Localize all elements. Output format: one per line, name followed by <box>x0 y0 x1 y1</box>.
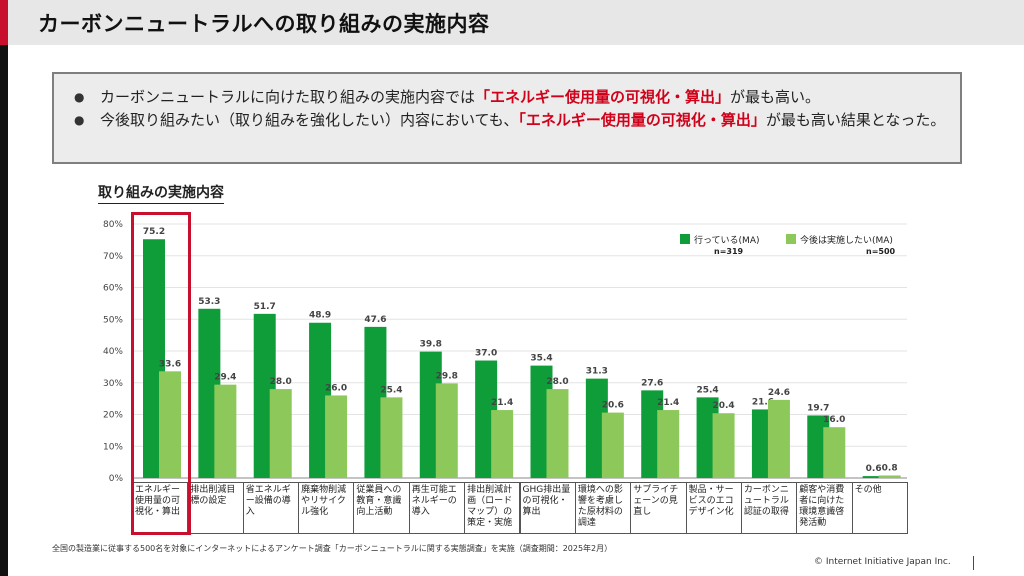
bar-future <box>435 383 458 478</box>
data-label-future: 0.8 <box>882 463 898 473</box>
category-label: その他 <box>851 482 908 534</box>
bar-future <box>712 413 735 478</box>
data-label-future: 20.6 <box>602 401 624 411</box>
data-label-future: 33.6 <box>159 359 181 369</box>
bar-future <box>657 410 680 478</box>
bar-future <box>767 399 790 478</box>
bullet-1-text: カーボンニュートラルに向けた取り組みの実施内容では <box>100 88 476 106</box>
category-label: 排出削減計画（ロードマップ）の策定・実施 <box>464 482 521 534</box>
data-label-future: 21.4 <box>491 398 513 408</box>
category-label-row: エネルギー使用量の可視化・算出 排出削減目標の設定 省エネルギー設備の導入 廃棄物削減… <box>132 482 908 534</box>
data-label-doing: 53.3 <box>198 297 220 307</box>
legend-n-doing: n=319 <box>714 247 744 256</box>
category-label: 排出削減目標の設定 <box>187 482 244 534</box>
data-label-future: 24.6 <box>768 388 790 398</box>
data-label-future: 21.4 <box>657 398 679 408</box>
data-label-doing: 51.7 <box>254 302 276 312</box>
page-title: カーボンニュートラルへの取り組みの実施内容 <box>38 12 490 36</box>
legend-item-future: 今後は実施したい(MA) <box>786 233 893 246</box>
category-label: 環境への影響を考慮した原材料の調達 <box>574 482 632 534</box>
y-tick-label: 50% <box>103 315 123 325</box>
chart-title: 取り組みの実施内容 <box>98 182 224 204</box>
category-label: 廃棄物削減やリサイクル強化 <box>298 482 355 534</box>
legend-swatch-doing <box>680 234 690 244</box>
data-label-doing: 31.3 <box>586 367 608 377</box>
bar-future <box>269 389 292 478</box>
bullet-2-text: 今後取り組みたい（取り組みを強化したい）内容においても、 <box>100 111 519 129</box>
bullet-2-highlight: 「エネルギー使用量の可視化・算出」 <box>518 111 766 129</box>
bar-future <box>214 384 237 478</box>
legend-swatch-future <box>786 234 796 244</box>
data-label-future: 28.0 <box>546 377 568 387</box>
data-label-doing: 35.4 <box>530 354 552 364</box>
y-tick-label: 0% <box>109 474 124 484</box>
copyright: © Internet Initiative Japan Inc. <box>814 557 951 567</box>
bullet-1-end: が最も高い。 <box>730 88 821 106</box>
data-label-doing: 37.0 <box>475 349 497 359</box>
summary-bullet-2: 今後取り組みたい（取り組みを強化したい）内容においても、「エネルギー使用量の可視… <box>74 109 960 132</box>
data-label-doing: 25.4 <box>696 385 718 395</box>
legend-label-future: 今後は実施したい(MA) <box>800 236 893 246</box>
bar-future <box>491 410 514 478</box>
footnote: 全国の製造業に従事する500名を対象にインターネットによるアンケート調査「カーボ… <box>52 544 613 553</box>
category-label: 再生可能エネルギーの導入 <box>408 482 466 534</box>
legend-item-doing: 行っている(MA) <box>680 233 760 246</box>
category-label: GHG排出量の可視化・算出 <box>519 482 576 534</box>
y-tick-label: 20% <box>103 411 123 421</box>
bar-future <box>159 371 181 478</box>
data-label-future: 29.8 <box>436 371 458 381</box>
y-tick-label: 10% <box>103 442 123 452</box>
page-divider <box>973 556 974 570</box>
y-tick-label: 30% <box>103 379 123 389</box>
bar-future <box>823 427 846 478</box>
data-label-future: 20.4 <box>712 401 734 411</box>
data-label-doing: 27.6 <box>641 378 663 388</box>
bullet-2-end: が最も高い結果となった。 <box>765 111 946 129</box>
category-label: カーボンニュートラル認証の取得 <box>740 482 798 534</box>
y-tick-label: 60% <box>103 284 123 294</box>
data-label-doing: 48.9 <box>309 311 331 321</box>
data-label-doing: 0.6 <box>866 464 882 474</box>
left-edge-bar <box>0 45 8 576</box>
category-label: 顧客や消費者に向けた環境意識啓発活動 <box>796 482 853 534</box>
category-label: 省エネルギー設備の導入 <box>242 482 300 534</box>
header-bar: カーボンニュートラルへの取り組みの実施内容 <box>0 0 1024 45</box>
data-label-doing: 47.6 <box>364 315 386 325</box>
data-label-future: 29.4 <box>214 373 236 383</box>
legend-n-future: n=500 <box>866 247 896 256</box>
y-tick-label: 40% <box>103 347 123 357</box>
legend-label-doing: 行っている(MA) <box>694 236 760 246</box>
data-label-doing: 19.7 <box>807 403 829 413</box>
data-label-future: 26.0 <box>325 383 347 393</box>
y-tick-label: 70% <box>103 252 123 262</box>
data-label-future: 25.4 <box>380 385 402 395</box>
data-label-future: 28.0 <box>270 377 292 387</box>
summary-bullet-1: カーボンニュートラルに向けた取り組みの実施内容では「エネルギー使用量の可視化・算… <box>74 86 960 109</box>
data-label-doing: 21.6 <box>752 397 774 407</box>
data-label-doing: 75.2 <box>143 227 165 237</box>
category-label: 従業員への教育・意識向上活動 <box>353 482 410 534</box>
data-label-doing: 39.8 <box>420 340 442 350</box>
bar-future <box>601 412 624 478</box>
bar-future <box>325 395 348 478</box>
bullet-1-highlight: 「エネルギー使用量の可視化・算出」 <box>475 88 731 106</box>
summary-box: カーボンニュートラルに向けた取り組みの実施内容では「エネルギー使用量の可視化・算… <box>52 72 962 164</box>
bar-doing <box>862 476 885 478</box>
bar-future <box>878 475 901 478</box>
data-label-future: 16.0 <box>823 415 845 425</box>
bar-future <box>380 397 403 478</box>
category-label: 製品・サービスのエコデザイン化 <box>685 482 742 534</box>
bar-future <box>546 389 569 478</box>
highlight-frame <box>131 212 191 535</box>
header-accent <box>0 0 8 45</box>
category-label: サプライチェーンの見直し <box>630 482 687 534</box>
y-tick-label: 80% <box>103 220 123 230</box>
